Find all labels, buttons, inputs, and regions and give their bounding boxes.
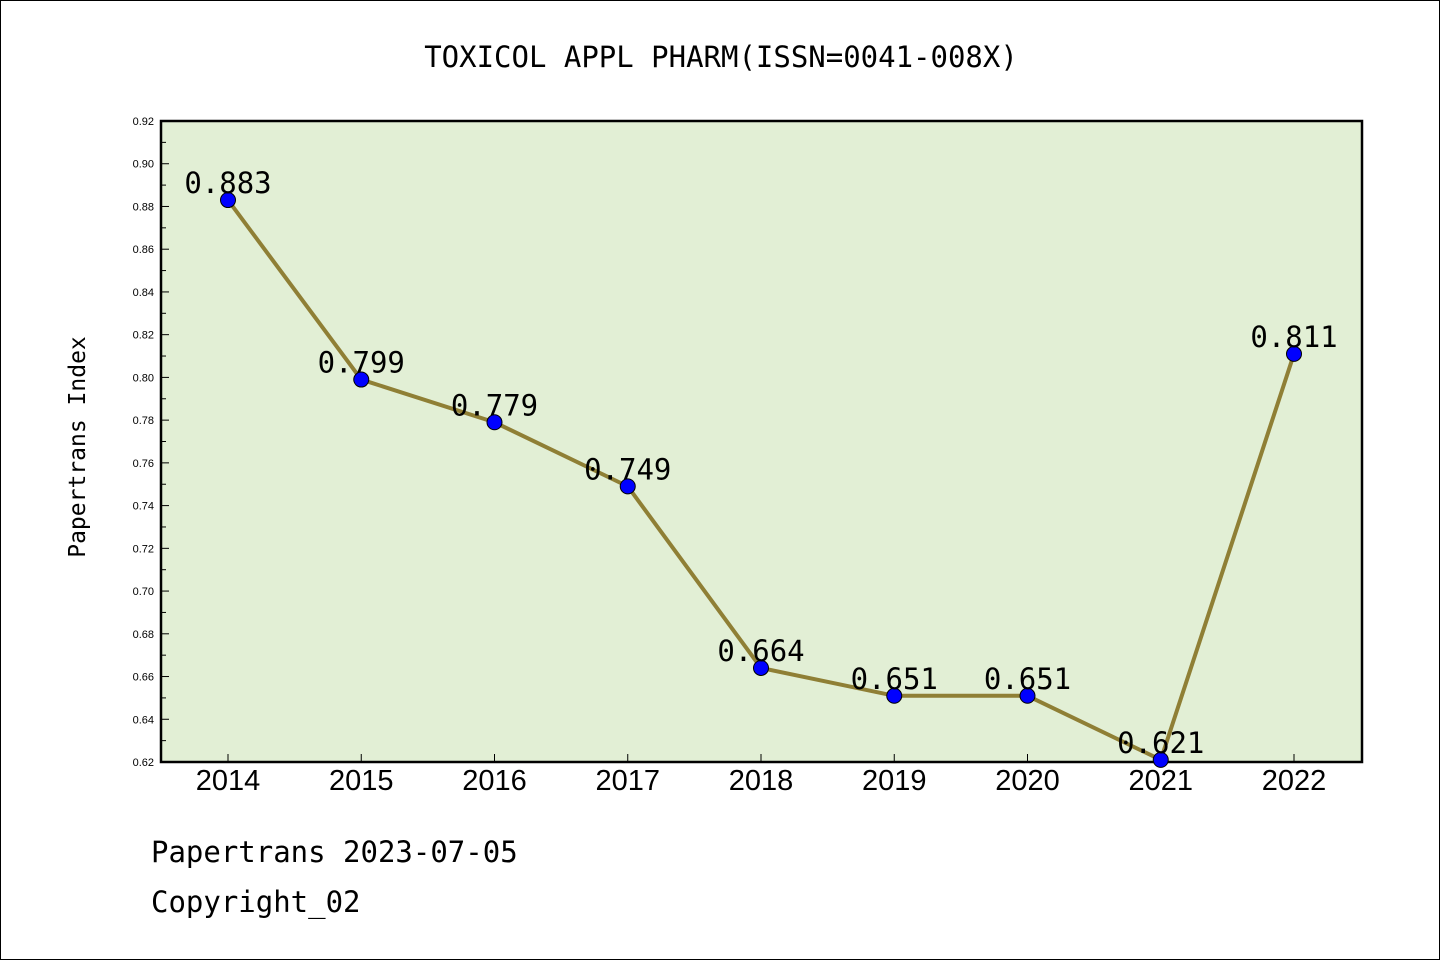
x-tick-label: 2015 xyxy=(329,765,394,797)
y-tick-label: 0.92 xyxy=(133,116,154,128)
y-tick-label: 0.82 xyxy=(133,330,154,342)
x-tick-label: 2022 xyxy=(1262,765,1327,797)
y-tick-label: 0.84 xyxy=(133,287,154,299)
data-point xyxy=(353,371,370,388)
y-tick-label: 0.88 xyxy=(133,201,154,213)
data-point xyxy=(1152,751,1169,768)
data-point xyxy=(486,414,503,431)
x-tick-label: 2019 xyxy=(862,765,927,797)
data-point xyxy=(220,192,236,209)
y-tick-label: 0.78 xyxy=(133,415,154,427)
data-point xyxy=(886,687,903,704)
data-label: 0.651 xyxy=(851,662,938,696)
data-label: 0.651 xyxy=(984,662,1071,696)
x-tick-label: 2014 xyxy=(196,765,261,797)
y-tick-label: 0.80 xyxy=(133,372,154,384)
footer-copyright-text: Copyright_02 xyxy=(151,885,361,919)
x-axis-ticks: 2014 2015 2016 2017 2018 2019 2020 2021 2022 xyxy=(196,754,1327,797)
y-tick-label: 0.62 xyxy=(133,757,154,769)
x-tick-label: 2020 xyxy=(995,765,1060,797)
y-tick-label: 0.86 xyxy=(133,244,154,256)
data-point xyxy=(1019,687,1036,704)
data-label: 0.664 xyxy=(717,634,804,668)
y-tick-label: 0.64 xyxy=(133,714,154,726)
data-label: 0.799 xyxy=(318,346,405,380)
y-tick-label: 0.74 xyxy=(133,501,154,513)
y-tick-label: 0.66 xyxy=(133,672,154,684)
x-tick-label: 2017 xyxy=(595,765,660,797)
y-tick-label: 0.68 xyxy=(133,629,154,641)
x-tick-label: 2016 xyxy=(462,765,527,797)
data-point xyxy=(1286,345,1302,362)
y-axis-ticks: 0.62 0.64 0.66 0.68 0.70 0.72 0.74 0.76 0.78 0.80… xyxy=(133,116,169,769)
data-labels: 0.883 0.799 0.779 0.749 0.664 0.651 0.651 0.621… xyxy=(184,166,1337,760)
y-tick-label: 0.70 xyxy=(133,586,154,598)
data-label: 0.779 xyxy=(451,388,538,422)
chart-title: TOXICOL APPL PHARM(ISSN=0041-008X) xyxy=(424,40,1018,74)
y-tick-label: 0.76 xyxy=(133,458,154,470)
x-tick-label: 2018 xyxy=(729,765,794,797)
footer-date-text: Papertrans 2023-07-05 xyxy=(151,835,518,869)
data-label: 0.883 xyxy=(184,166,271,200)
data-label: 0.749 xyxy=(584,452,671,486)
data-point xyxy=(619,478,636,495)
plot-area xyxy=(159,119,1364,764)
x-tick-label: 2021 xyxy=(1128,765,1193,797)
y-axis-label: Papertrans Index xyxy=(65,336,91,558)
data-point xyxy=(753,659,769,676)
y-tick-label: 0.72 xyxy=(133,543,154,555)
data-points xyxy=(220,192,1302,768)
y-tick-label: 0.90 xyxy=(133,159,154,171)
data-label: 0.811 xyxy=(1250,320,1337,354)
data-label: 0.621 xyxy=(1117,726,1204,760)
